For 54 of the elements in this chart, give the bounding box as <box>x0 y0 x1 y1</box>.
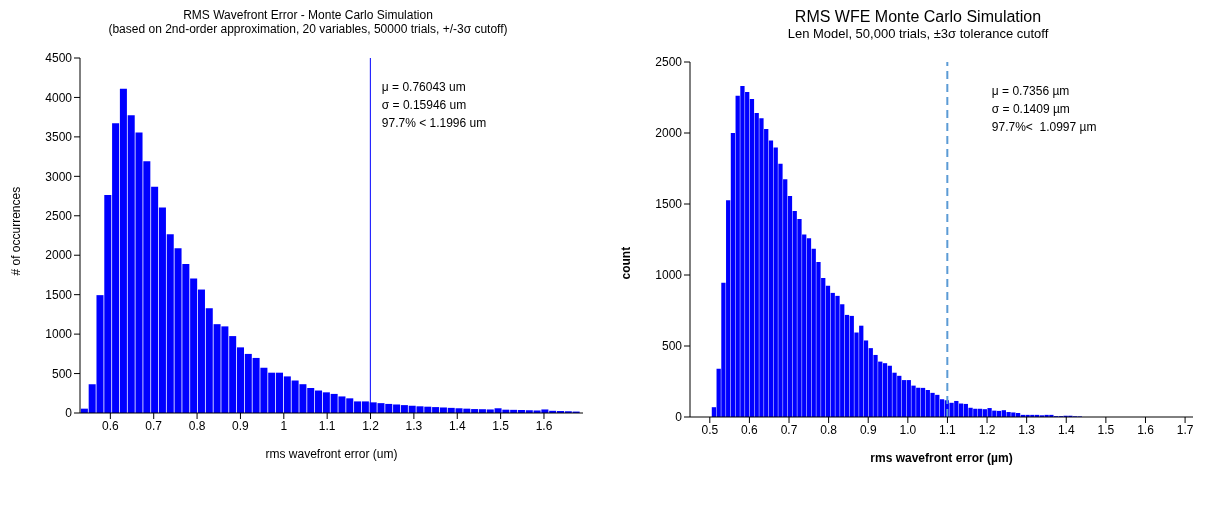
annotation: 97.7%< 1.0997 µm <box>991 119 1097 136</box>
x-tick-label: 0.9 <box>232 418 250 433</box>
x-tick-label: 1.0 <box>899 422 917 437</box>
annotation: μ = 0.76043 um <box>381 79 467 96</box>
x-tick-label: 1.7 <box>1176 422 1194 437</box>
x-tick-label: 1.4 <box>448 418 466 433</box>
x-tick-label: 1.3 <box>405 418 423 433</box>
x-tick-label: 1.6 <box>1137 422 1155 437</box>
x-axis-title: rms wavefront error (um) <box>265 447 398 461</box>
x-tick-label: 1 <box>280 418 288 433</box>
y-tick-label: 2500 <box>655 55 683 70</box>
x-tick-label: 0.8 <box>820 422 838 437</box>
y-tick-label: 500 <box>661 339 683 354</box>
x-tick-label: 0.8 <box>188 418 206 433</box>
y-tick-label: 3000 <box>45 169 73 184</box>
y-tick-label: 1000 <box>655 268 683 283</box>
x-axis-title: rms wavefront error (µm) <box>870 451 1013 465</box>
x-tick-label: 1.4 <box>1057 422 1075 437</box>
chart-title: RMS Wavefront Error - Monte Carlo Simulation <box>182 8 434 22</box>
annotation: σ = 0.15946 um <box>381 97 468 114</box>
x-tick-label: 0.7 <box>780 422 798 437</box>
chart-subtitle: Len Model, 50,000 trials, ±3σ tolerance cutoff <box>786 26 1050 43</box>
y-tick-label: 0 <box>675 410 683 425</box>
y-tick-label: 4000 <box>45 90 73 105</box>
annotation: μ = 0.7356 µm <box>991 83 1071 100</box>
y-tick-label: 2000 <box>45 248 73 263</box>
y-axis-title: count <box>619 246 634 280</box>
chart-subtitle: (based on 2nd-order approximation, 20 variables, 50000 trials, +/-3σ cutoff) <box>107 22 509 38</box>
x-tick-label: 0.9 <box>859 422 877 437</box>
x-tick-label: 0.5 <box>701 422 719 437</box>
y-tick-label: 2000 <box>655 126 683 141</box>
chart-title: RMS WFE Monte Carlo Simulation <box>793 8 1043 26</box>
annotation: 97.7% < 1.1996 um <box>381 115 487 132</box>
x-tick-label: 1.1 <box>939 422 957 437</box>
y-tick-label: 0 <box>65 406 73 421</box>
x-tick-label: 1.2 <box>362 418 380 433</box>
y-axis-title: # of occurrences <box>9 186 24 276</box>
y-tick-label: 4500 <box>45 51 73 66</box>
x-tick-label: 0.6 <box>102 418 120 433</box>
x-tick-label: 1.1 <box>318 418 336 433</box>
annotation: σ = 0.1409 µm <box>991 101 1071 118</box>
x-tick-label: 1.5 <box>492 418 510 433</box>
x-tick-label: 0.6 <box>741 422 759 437</box>
y-tick-label: 500 <box>51 366 73 381</box>
y-tick-label: 3500 <box>45 130 73 145</box>
x-tick-label: 0.7 <box>145 418 163 433</box>
y-tick-label: 2500 <box>45 209 73 224</box>
x-tick-label: 1.3 <box>1018 422 1036 437</box>
y-tick-label: 1500 <box>45 287 73 302</box>
x-tick-label: 1.6 <box>535 418 553 433</box>
x-tick-label: 1.5 <box>1097 422 1115 437</box>
x-tick-label: 1.2 <box>978 422 996 437</box>
y-tick-label: 1500 <box>655 197 683 212</box>
y-tick-label: 1000 <box>45 327 73 342</box>
